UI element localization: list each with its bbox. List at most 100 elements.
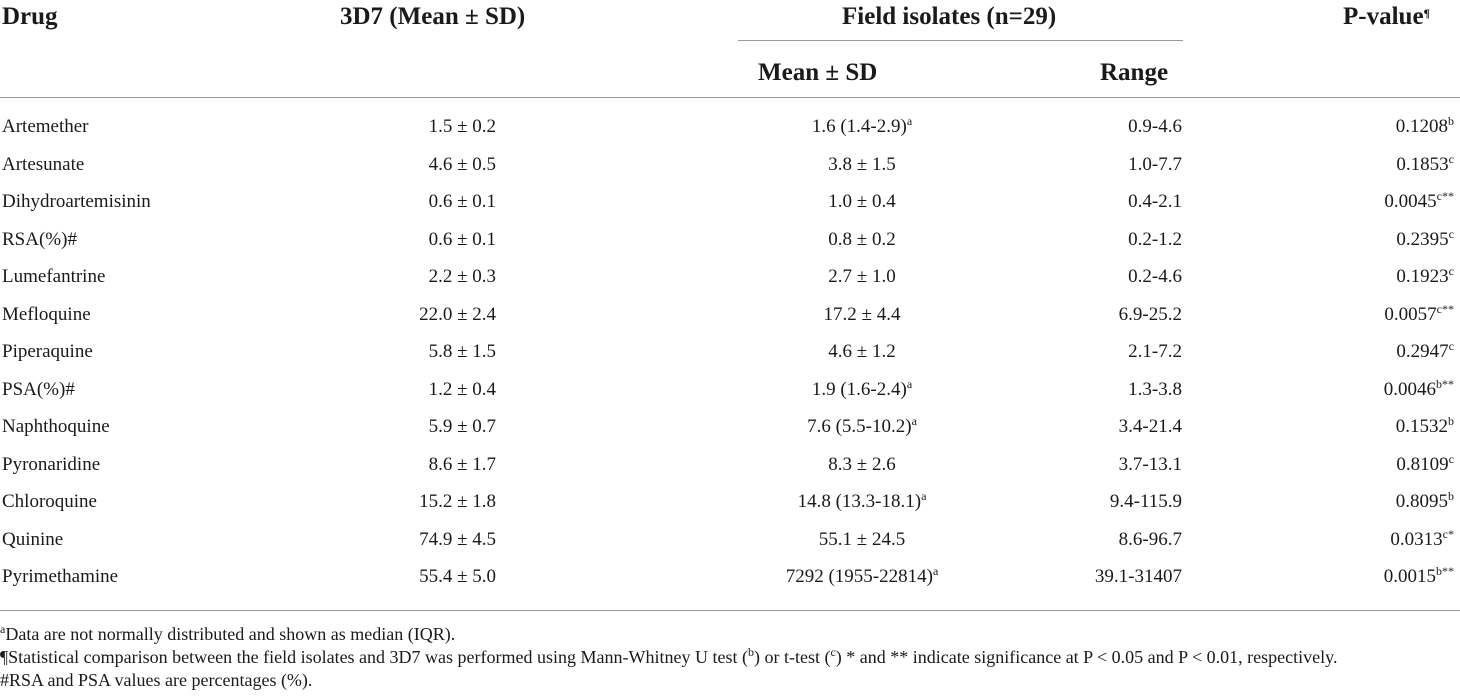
strain-3d7-cell-text: 1.5 ± 0.2: [428, 116, 496, 137]
strain-3d7-cell: 8.6 ± 1.7: [310, 453, 496, 477]
mean-sd-cell-superscript: a: [906, 376, 913, 391]
mean-sd-cell: 1.9 (1.6-2.4)a: [662, 378, 1062, 402]
strain-3d7-cell: 5.8 ± 1.5: [310, 340, 496, 364]
strain-3d7-cell-text: 1.2 ± 0.4: [428, 378, 496, 400]
header-range: Range: [1100, 59, 1169, 86]
drug-cell: RSA(%)#: [2, 228, 77, 252]
header-p-value: P-value¶: [1343, 2, 1430, 32]
strain-3d7-cell: 55.4 ± 5.0: [310, 565, 496, 589]
mean-sd-cell-superscript: a: [906, 114, 913, 128]
mean-sd-cell: 17.2 ± 4.4: [662, 303, 1062, 327]
mean-sd-cell: 55.1 ± 24.5: [662, 528, 1062, 552]
footnote-hash: #RSA and PSA values are percentages (%).: [0, 670, 313, 690]
range-cell-text: 2.1-7.2: [1128, 341, 1182, 362]
drug-cell: Lumefantrine: [2, 265, 105, 289]
p-value-cell: 0.1923c: [1250, 265, 1454, 289]
range-cell-text: 0.2-1.2: [1128, 228, 1182, 250]
mean-sd-cell: 14.8 (13.3-18.1)a: [662, 490, 1062, 514]
range-cell-text: 6.9-25.2: [1118, 303, 1182, 325]
p-value-cell-superscript: c: [1448, 451, 1454, 466]
header-bottom-rule: [0, 97, 1460, 98]
strain-3d7-cell-text: 55.4 ± 5.0: [419, 566, 496, 587]
p-value-cell-superscript: b: [1448, 414, 1454, 428]
range-cell: 1.0-7.7: [1000, 153, 1182, 177]
range-cell-text: 1.3-3.8: [1128, 378, 1182, 400]
p-value-cell: 0.0057c**: [1250, 303, 1454, 327]
mean-sd-cell-text: 2.7 ± 1.0: [828, 266, 896, 287]
p-value-cell-text: 0.8095: [1395, 491, 1448, 512]
p-value-cell: 0.0045c**: [1250, 190, 1454, 214]
drug-cell: Artemether: [2, 115, 89, 139]
p-value-cell-text: 0.0313: [1390, 528, 1443, 550]
table-row: Mefloquine 22.0 ± 2.4 17.2 ± 4.4 6.9-25.2 0.…: [0, 298, 1460, 335]
table-row: Pyrimethamine 55.4 ± 5.0 7292 (1955-22814)…: [0, 560, 1460, 597]
mean-sd-cell-text: 1.6 (1.4-2.9): [811, 116, 907, 137]
mean-sd-cell-text: 7.6 (5.5-10.2): [807, 416, 912, 437]
p-value-cell-text: 0.0046: [1383, 378, 1436, 400]
range-cell: 1.3-3.8: [1000, 378, 1182, 402]
strain-3d7-cell-text: 5.9 ± 0.7: [428, 416, 496, 437]
p-value-cell: 0.8109c: [1250, 453, 1454, 477]
range-cell: 6.9-25.2: [1000, 303, 1182, 327]
table-row: Lumefantrine 2.2 ± 0.3 2.7 ± 1.0 0.2-4.6 0.1…: [0, 260, 1460, 297]
mean-sd-cell-text: 17.2 ± 4.4: [823, 303, 901, 325]
mean-sd-cell: 7.6 (5.5-10.2)a: [662, 415, 1062, 439]
drug-cell-text: Pyrimethamine: [2, 566, 119, 587]
range-cell-text: 9.4-115.9: [1109, 491, 1182, 512]
mean-sd-cell-text: 1.0 ± 0.4: [828, 191, 896, 212]
header-mean-sd: Mean ± SD: [758, 59, 878, 86]
p-value-cell-text: 0.1208: [1395, 116, 1448, 137]
mean-sd-cell: 1.0 ± 0.4: [662, 190, 1062, 214]
range-cell-text: 39.1-31407: [1094, 566, 1182, 587]
p-value-cell-text: 0.0057: [1384, 303, 1437, 325]
strain-3d7-cell-text: 22.0 ± 2.4: [419, 303, 496, 325]
range-cell: 0.2-4.6: [1000, 265, 1182, 289]
p-value-cell-superscript: b: [1448, 489, 1454, 503]
range-cell: 0.2-1.2: [1000, 228, 1182, 252]
table-row: Artemether 1.5 ± 0.2 1.6 (1.4-2.9)a 0.9-4.6…: [0, 110, 1460, 147]
footnote-statistics: ¶Statistical comparison between the fiel…: [0, 646, 1460, 669]
p-value-cell-superscript: b**: [1436, 564, 1454, 578]
range-cell: 3.4-21.4: [1000, 415, 1182, 439]
p-value-cell-text: 0.8109: [1396, 453, 1449, 475]
drug-cell: Artesunate: [2, 153, 84, 177]
strain-3d7-cell-text: 2.2 ± 0.3: [428, 266, 496, 287]
mean-sd-cell-text: 55.1 ± 24.5: [818, 528, 906, 550]
table-row: Artesunate 4.6 ± 0.5 3.8 ± 1.5 1.0-7.7 0.185…: [0, 148, 1460, 185]
mean-sd-cell: 8.3 ± 2.6: [662, 453, 1062, 477]
strain-3d7-cell: 4.6 ± 0.5: [310, 153, 496, 177]
drug-cell-text: Chloroquine: [2, 491, 97, 512]
drug-cell: Mefloquine: [2, 303, 91, 327]
drug-cell-text: RSA(%)#: [2, 228, 77, 250]
range-cell: 3.7-13.1: [1000, 453, 1182, 477]
mean-sd-cell: 7292 (1955-22814)a: [662, 565, 1062, 589]
footnote-stat-c: c: [830, 645, 836, 659]
p-value-cell-text: 0.1532: [1395, 416, 1448, 437]
p-value-cell-superscript: c: [1448, 151, 1454, 166]
range-cell-text: 0.9-4.6: [1128, 116, 1182, 137]
table-row: PSA(%)# 1.2 ± 0.4 1.9 (1.6-2.4)a 1.3-3.8 0.0…: [0, 373, 1460, 410]
drug-cell: Piperaquine: [2, 340, 93, 364]
mean-sd-cell: 0.8 ± 0.2: [662, 228, 1062, 252]
table-row: Chloroquine 15.2 ± 1.8 14.8 (13.3-18.1)a 9.…: [0, 485, 1460, 522]
drug-cell-text: Mefloquine: [2, 303, 91, 325]
table-bottom-rule: [0, 610, 1460, 611]
range-cell: 9.4-115.9: [1000, 490, 1182, 514]
p-value-cell-superscript: b**: [1436, 376, 1454, 391]
drug-cell-text: Pyronaridine: [2, 453, 101, 475]
mean-sd-cell-text: 3.8 ± 1.5: [828, 153, 896, 175]
footnote-stat-b: b: [747, 645, 754, 659]
p-value-cell: 0.0313c*: [1250, 528, 1454, 552]
range-cell-text: 3.7-13.1: [1118, 453, 1182, 475]
mean-sd-cell: 1.6 (1.4-2.9)a: [662, 115, 1062, 139]
header-3d7: 3D7 (Mean ± SD): [340, 3, 526, 30]
range-cell: 2.1-7.2: [1000, 340, 1182, 364]
strain-3d7-cell: 74.9 ± 4.5: [310, 528, 496, 552]
drug-cell: Chloroquine: [2, 490, 97, 514]
p-value-cell: 0.1532b: [1250, 415, 1454, 439]
strain-3d7-cell-text: 4.6 ± 0.5: [428, 153, 496, 175]
mean-sd-cell-text: 1.9 (1.6-2.4): [811, 378, 907, 400]
p-value-cell-text: 0.1923: [1396, 266, 1449, 287]
mean-sd-cell-superscript: a: [932, 564, 939, 578]
range-cell-text: 1.0-7.7: [1128, 153, 1182, 175]
